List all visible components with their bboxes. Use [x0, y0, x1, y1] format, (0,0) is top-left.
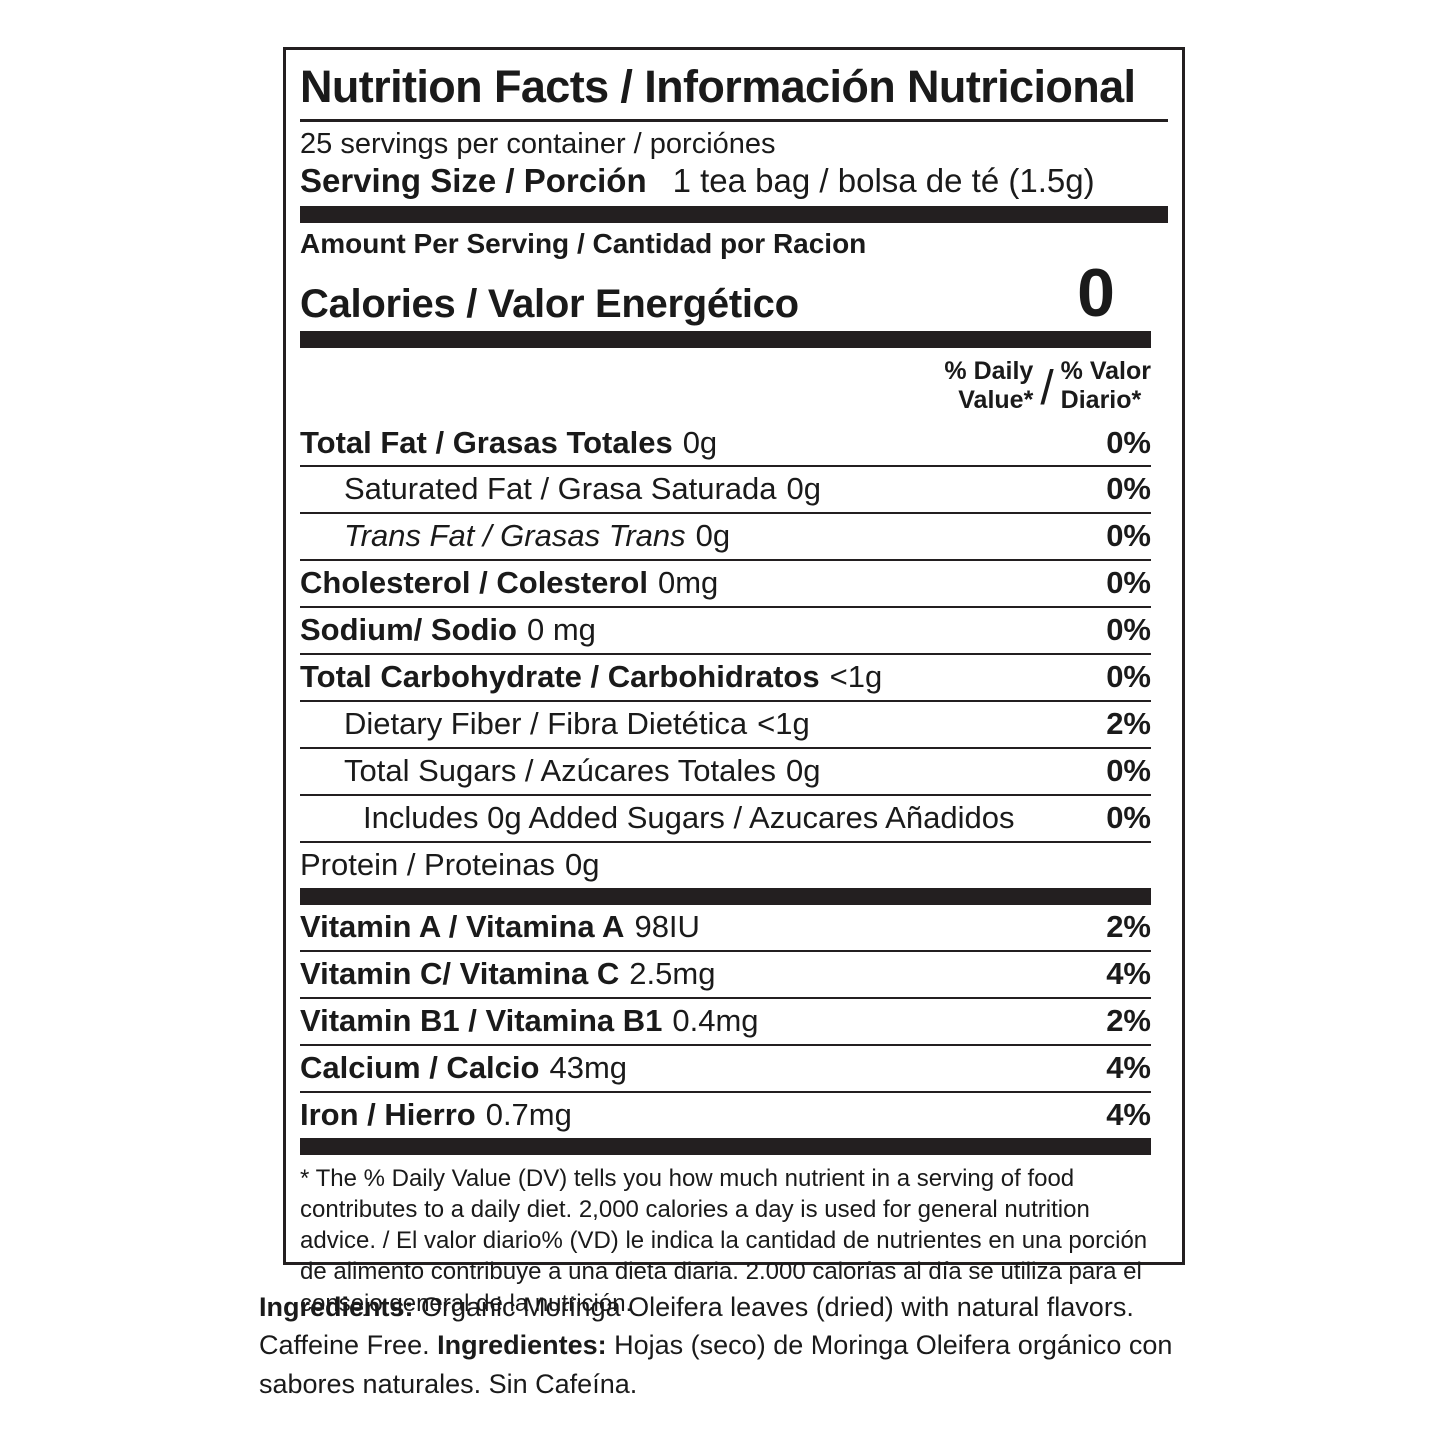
table-row: Dietary Fiber / Fibra Dietética <1g 2%	[300, 702, 1151, 750]
nutrient-daily-value: 0%	[1106, 753, 1151, 789]
vitamin-name: Vitamin C/ Vitamina C 2.5mg	[300, 955, 716, 991]
nutrient-amount: 0g	[695, 518, 731, 554]
vitamin-daily-value: 4%	[1106, 1049, 1151, 1085]
nutrient-name: Includes 0g Added Sugars / Azucares Añad…	[363, 800, 1015, 836]
ingredients-block: Ingredients: Organic Moringa Oleifera le…	[259, 1288, 1179, 1403]
nutrient-name: Sodium/ Sodio 0 mg	[300, 612, 596, 648]
nutrient-amount: <1g	[757, 706, 810, 742]
table-row: Calcium / Calcio 43mg 4%	[300, 1046, 1151, 1093]
vitamin-amount: 2.5mg	[629, 955, 716, 991]
vitamin-amount: 98IU	[634, 909, 700, 945]
table-row: Trans Fat / Grasas Trans 0g 0%	[300, 514, 1151, 562]
table-row: Total Fat / Grasas Totales 0g 0%	[300, 421, 1151, 468]
nutrient-daily-value: 2%	[1106, 706, 1151, 742]
daily-value-header: % Daily Value* / % Valor Diario*	[300, 348, 1168, 421]
vitamin-rows: Vitamin A / Vitamina A 98IU 2% Vitamin C/ V…	[300, 905, 1168, 1138]
vitamin-daily-value: 2%	[1106, 909, 1151, 945]
nutrient-daily-value: 0%	[1106, 612, 1151, 648]
nutrient-daily-value: 0%	[1106, 518, 1151, 554]
vitamin-name: Calcium / Calcio 43mg	[300, 1049, 628, 1085]
vitamin-name: Iron / Hierro 0.7mg	[300, 1096, 572, 1132]
table-row: Vitamin B1 / Vitamina B1 0.4mg 2%	[300, 999, 1151, 1046]
nutrient-daily-value: 0%	[1106, 565, 1151, 601]
nutrient-daily-value: 0%	[1106, 471, 1151, 507]
vitamin-amount: 0.7mg	[485, 1096, 572, 1132]
table-row: Saturated Fat / Grasa Saturada 0g 0%	[300, 467, 1151, 515]
nutrient-name: Total Carbohydrate / Carbohidratos <1g	[300, 659, 883, 695]
nutrient-daily-value: 0%	[1106, 659, 1151, 695]
daily-value-header-es-line2: Diario*	[1060, 385, 1142, 414]
divider-thick-calories	[300, 330, 1151, 348]
table-row: Protein / Proteinas 0g	[300, 843, 1151, 888]
ingredients-text-es: Hojas (seco) de Moringa Oleifera orgánic…	[259, 1330, 1173, 1399]
ingredients-label-en: Ingredients:	[259, 1292, 414, 1322]
nutrient-amount: 0g	[565, 847, 600, 883]
nutrient-name: Cholesterol / Colesterol 0mg	[300, 565, 719, 601]
vitamin-amount: 43mg	[549, 1049, 628, 1085]
vitamin-daily-value: 4%	[1106, 955, 1151, 991]
daily-value-header-en-line2: Value*	[958, 385, 1034, 414]
nutrient-name: Total Sugars / Azúcares Totales 0g	[344, 753, 821, 789]
servings-per-container: 25 servings per container / porciónes	[300, 128, 776, 160]
table-row: Total Sugars / Azúcares Totales 0g 0%	[300, 749, 1151, 797]
vitamin-daily-value: 2%	[1106, 1002, 1151, 1038]
table-row: Total Carbohydrate / Carbohidratos <1g 0%	[300, 655, 1151, 703]
nutrient-amount: 0g	[786, 471, 822, 507]
nutrition-facts-box: Nutrition Facts / Información Nutriciona…	[283, 47, 1185, 1317]
calories-value: 0	[1077, 254, 1115, 331]
nutrient-amount: 0 mg	[527, 612, 596, 648]
table-row: Vitamin A / Vitamina A 98IU 2%	[300, 905, 1151, 952]
table-row: Cholesterol / Colesterol 0mg 0%	[300, 561, 1151, 609]
nutrient-amount: 0mg	[657, 565, 719, 601]
nutrient-amount: <1g	[829, 659, 883, 695]
daily-value-header-en: % Daily Value*	[944, 357, 1033, 415]
amount-per-serving-label: Amount Per Serving / Cantidad por Racion	[300, 228, 867, 260]
vitamin-amount: 0.4mg	[672, 1002, 759, 1038]
vitamin-daily-value: 4%	[1106, 1096, 1151, 1132]
page-title: Nutrition Facts / Información Nutriciona…	[300, 50, 1168, 122]
serving-size-label: Serving Size / Porción	[300, 162, 647, 200]
daily-value-slash: /	[1040, 361, 1054, 415]
nutrient-name: Saturated Fat / Grasa Saturada 0g	[344, 471, 822, 507]
calories-block: Amount Per Serving / Cantidad por Racion…	[300, 223, 1168, 330]
nutrient-name: Total Fat / Grasas Totales 0g	[300, 424, 718, 460]
serving-size-row: Serving Size / Porción 1 tea bag / bolsa …	[300, 160, 1168, 206]
divider-thick-vitamins	[300, 888, 1151, 906]
calories-row: Calories / Valor Energético 0	[300, 254, 1168, 331]
table-row: Sodium/ Sodio 0 mg 0%	[300, 608, 1151, 656]
nutrient-name: Protein / Proteinas 0g	[300, 847, 600, 883]
daily-value-footnote: * The % Daily Value (DV) tells you how m…	[300, 1164, 1148, 1317]
nutrient-rows: Total Fat / Grasas Totales 0g 0% Saturated …	[300, 421, 1168, 889]
divider-thick-footnote	[300, 1137, 1151, 1155]
table-row: Iron / Hierro 0.7mg 4%	[300, 1093, 1151, 1138]
table-row: Includes 0g Added Sugars / Azucares Añad…	[300, 796, 1151, 844]
nutrient-name: Trans Fat / Grasas Trans 0g	[344, 518, 731, 554]
nutrient-amount: 0g	[785, 753, 821, 789]
daily-value-header-en-line1: % Daily	[944, 356, 1034, 385]
table-row: Vitamin C/ Vitamina C 2.5mg 4%	[300, 952, 1151, 999]
vitamin-name: Vitamin B1 / Vitamina B1 0.4mg	[300, 1002, 759, 1038]
ingredients-label-es: Ingredientes:	[437, 1330, 607, 1361]
nutrient-name: Dietary Fiber / Fibra Dietética <1g	[344, 706, 810, 742]
divider-thick-top	[300, 206, 1168, 224]
ingredients-text-en: Organic Moringa Oleifera leaves (dried) …	[259, 1292, 1134, 1361]
daily-value-header-es: % Valor Diario*	[1061, 357, 1151, 415]
vitamin-name: Vitamin A / Vitamina A 98IU	[300, 909, 700, 945]
nutrient-daily-value: 0%	[1106, 800, 1151, 836]
serving-size-value: 1 tea bag / bolsa de té (1.5g)	[672, 162, 1095, 200]
calories-label: Calories / Valor Energético	[300, 281, 799, 326]
nutrient-daily-value: 0%	[1106, 424, 1151, 460]
daily-value-header-es-line1: % Valor	[1060, 356, 1151, 385]
nutrient-amount: 0g	[682, 424, 718, 460]
nutrition-facts-inner: Nutrition Facts / Información Nutriciona…	[300, 50, 1168, 1317]
